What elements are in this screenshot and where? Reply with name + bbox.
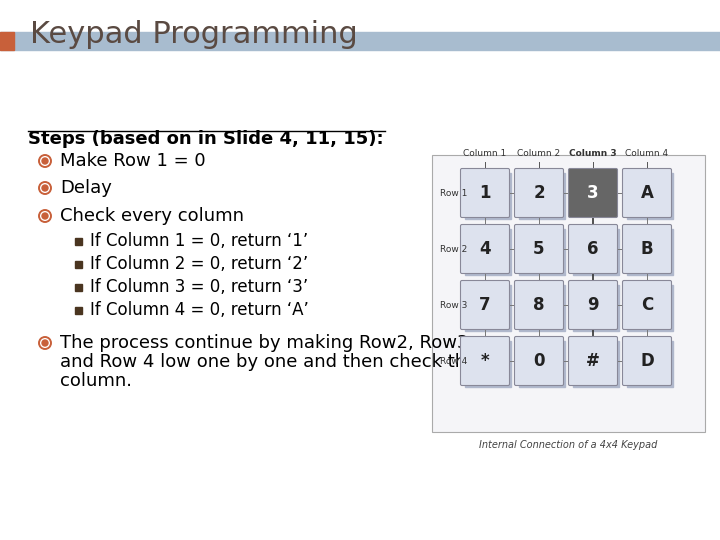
Bar (519, 229, 565, 275)
Bar (627, 229, 673, 275)
FancyBboxPatch shape (515, 225, 564, 273)
Bar (465, 229, 511, 275)
Text: Row 4: Row 4 (441, 356, 467, 366)
Bar (74, 307, 81, 314)
FancyBboxPatch shape (623, 168, 672, 218)
Text: Make Row 1 = 0: Make Row 1 = 0 (60, 152, 206, 170)
Bar (519, 285, 565, 331)
Text: Column 4: Column 4 (626, 150, 669, 159)
Text: column.: column. (60, 372, 132, 390)
FancyBboxPatch shape (569, 280, 618, 329)
Text: Row 2: Row 2 (441, 245, 467, 253)
Bar (627, 341, 673, 387)
Text: Row 3: Row 3 (441, 300, 468, 309)
Text: 8: 8 (534, 296, 545, 314)
Text: 7: 7 (480, 296, 491, 314)
Text: D: D (640, 352, 654, 370)
Bar (0, 32, 14, 50)
FancyBboxPatch shape (569, 168, 618, 218)
Bar (465, 341, 511, 387)
Bar (74, 260, 81, 267)
Text: Internal Connection of a 4x4 Keypad: Internal Connection of a 4x4 Keypad (480, 440, 657, 450)
Bar (432, 155, 705, 432)
Text: Keypad Programming: Keypad Programming (30, 20, 358, 49)
Text: If Column 4 = 0, return ‘A’: If Column 4 = 0, return ‘A’ (90, 301, 309, 319)
Text: 4: 4 (480, 240, 491, 258)
Text: 0: 0 (534, 352, 545, 370)
Bar (573, 229, 619, 275)
Bar (519, 173, 565, 219)
Bar (573, 285, 619, 331)
Bar (573, 341, 619, 387)
Circle shape (42, 340, 48, 346)
Circle shape (42, 185, 48, 191)
Bar (74, 238, 81, 245)
Bar (74, 284, 81, 291)
FancyBboxPatch shape (569, 225, 618, 273)
FancyBboxPatch shape (515, 280, 564, 329)
Text: A: A (641, 184, 654, 202)
Text: Delay: Delay (60, 179, 112, 197)
Text: If Column 1 = 0, return ‘1’: If Column 1 = 0, return ‘1’ (90, 232, 308, 250)
Bar (627, 285, 673, 331)
Text: Row 1: Row 1 (441, 188, 468, 198)
Circle shape (42, 158, 48, 164)
Text: If Column 2 = 0, return ‘2’: If Column 2 = 0, return ‘2’ (90, 255, 308, 273)
Text: Column 2: Column 2 (518, 150, 561, 159)
Text: 9: 9 (588, 296, 599, 314)
Text: and Row 4 low one by one and then check the: and Row 4 low one by one and then check … (60, 353, 477, 371)
Text: The process continue by making Row2, Row3,: The process continue by making Row2, Row… (60, 334, 474, 352)
Text: 1: 1 (480, 184, 491, 202)
Text: *: * (481, 352, 490, 370)
FancyBboxPatch shape (515, 168, 564, 218)
Circle shape (42, 213, 48, 219)
Text: B: B (641, 240, 653, 258)
FancyBboxPatch shape (623, 280, 672, 329)
Text: #: # (586, 352, 600, 370)
Text: 2: 2 (534, 184, 545, 202)
FancyBboxPatch shape (623, 336, 672, 386)
Bar (465, 173, 511, 219)
Bar (0, 32, 720, 50)
Text: 3: 3 (588, 184, 599, 202)
FancyBboxPatch shape (515, 336, 564, 386)
Text: C: C (641, 296, 653, 314)
Bar (465, 285, 511, 331)
FancyBboxPatch shape (623, 225, 672, 273)
Bar (519, 341, 565, 387)
FancyBboxPatch shape (569, 336, 618, 386)
Text: 5: 5 (534, 240, 545, 258)
Text: 6: 6 (588, 240, 599, 258)
FancyBboxPatch shape (461, 336, 510, 386)
Text: Steps (based on in Slide 4, 11, 15):: Steps (based on in Slide 4, 11, 15): (28, 130, 384, 148)
Bar (627, 173, 673, 219)
Text: Check every column: Check every column (60, 207, 244, 225)
FancyBboxPatch shape (461, 168, 510, 218)
FancyBboxPatch shape (461, 280, 510, 329)
FancyBboxPatch shape (461, 225, 510, 273)
Text: Column 3: Column 3 (570, 150, 617, 159)
Text: Column 1: Column 1 (464, 150, 507, 159)
Text: If Column 3 = 0, return ‘3’: If Column 3 = 0, return ‘3’ (90, 278, 308, 296)
